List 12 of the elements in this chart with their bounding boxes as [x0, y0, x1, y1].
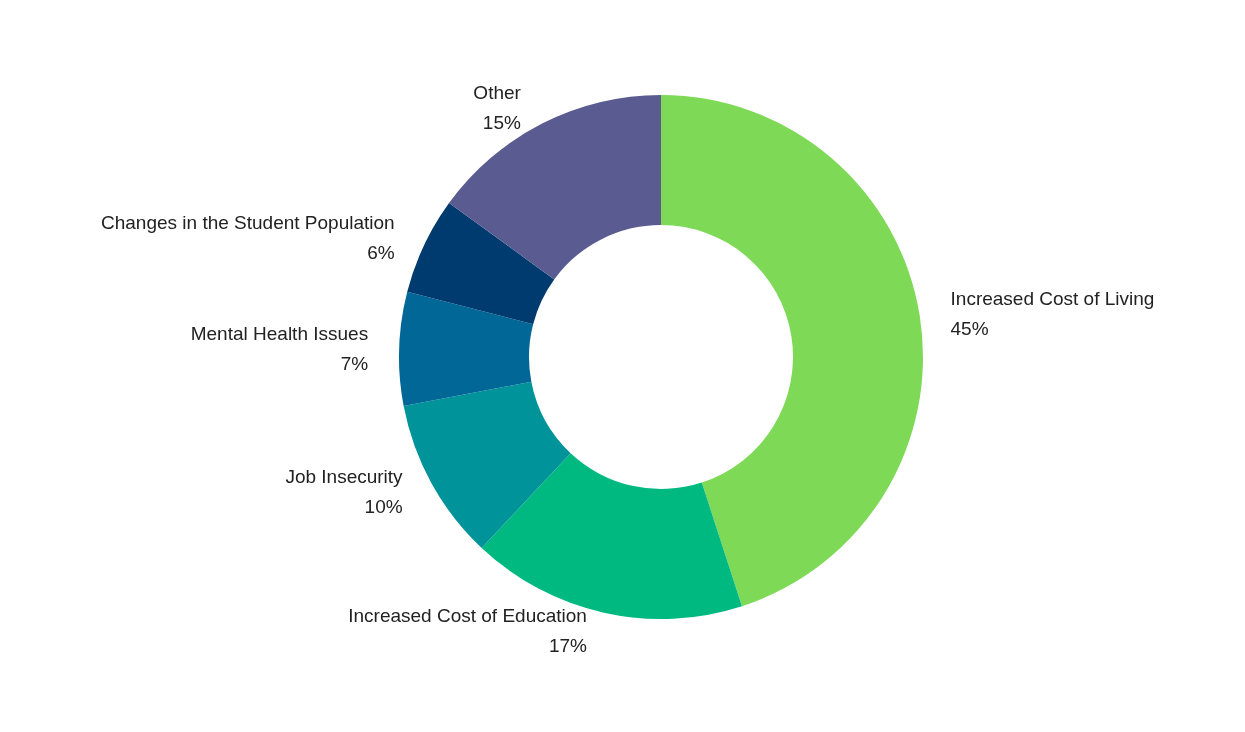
slice-label: Mental Health Issues — [190, 322, 369, 344]
data-label: 6% — [367, 242, 395, 264]
slice-label: Increased Cost of Living — [950, 287, 1155, 309]
data-label: 7% — [340, 352, 369, 374]
slice-label: Changes in the Student Population — [100, 212, 395, 234]
slice-label: Other — [473, 82, 522, 104]
data-label: 10% — [364, 496, 403, 518]
slice-label: Increased Cost of Education — [348, 604, 587, 626]
data-label: 45% — [950, 317, 989, 339]
slice-label: Job Insecurity — [285, 466, 404, 488]
data-label: 17% — [548, 634, 588, 656]
data-label: 15% — [482, 112, 521, 134]
